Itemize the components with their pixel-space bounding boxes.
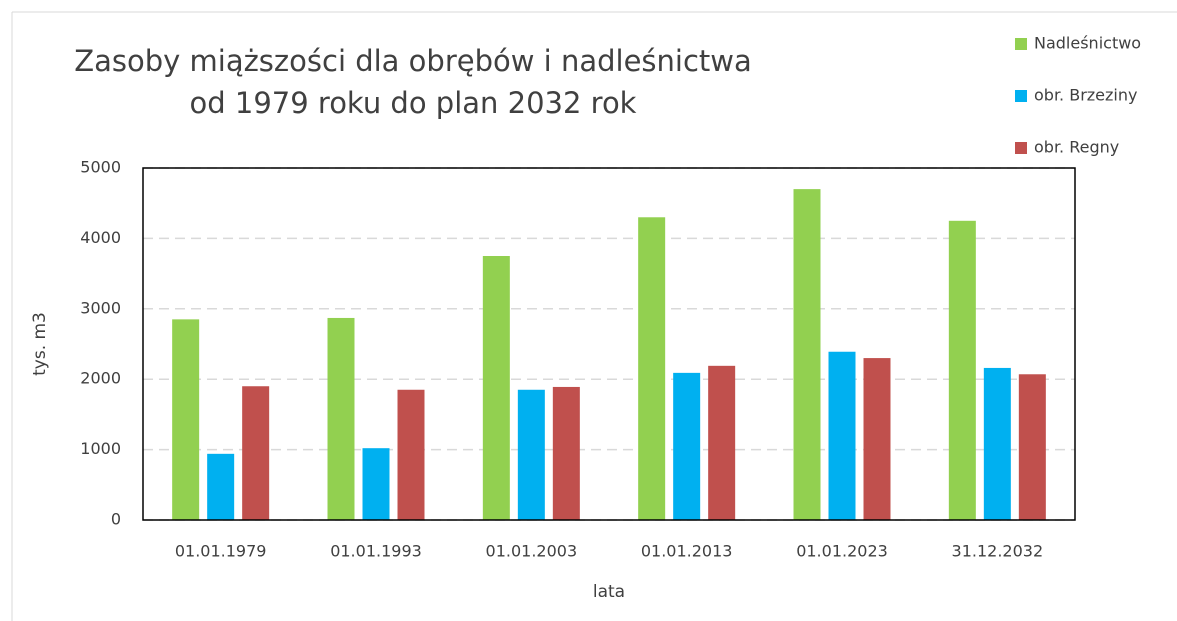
y-tick-label: 5000 [80,158,121,177]
y-tick-label: 2000 [80,369,121,388]
legend-label: obr. Brzeziny [1034,86,1137,105]
y-axis-label: tys. m3 [30,312,50,376]
bar [638,217,666,520]
legend-label: Nadleśnictwo [1034,34,1141,53]
bar [397,389,425,520]
bar [362,448,390,520]
legend-swatch [1015,38,1027,50]
bar [242,386,270,520]
y-tick-label: 0 [111,510,121,529]
x-tick-label: 01.01.1979 [175,542,267,561]
x-tick-label: 01.01.2003 [486,542,578,561]
bar [983,367,1011,520]
bar [172,319,200,520]
bar [673,372,701,520]
legend-label: obr. Regny [1034,138,1119,157]
bar [793,189,821,520]
y-tick-label: 1000 [80,439,121,458]
x-tick-label: 01.01.2013 [641,542,733,561]
bar [482,256,510,520]
bar [517,389,545,520]
y-tick-label: 4000 [80,228,121,247]
x-tick-label: 01.01.2023 [796,542,888,561]
x-tick-label: 01.01.1993 [330,542,422,561]
chart-title: od 1979 roku do plan 2032 rok [190,86,637,120]
bar [327,317,355,520]
bar [552,386,580,520]
plot-border [142,167,1076,521]
legend-swatch [1015,142,1027,154]
bar [708,365,736,520]
y-tick-label: 3000 [80,298,121,317]
x-axis-label: lata [593,582,625,602]
legend-swatch [1015,90,1027,102]
bar [948,220,976,521]
bar [207,453,235,520]
bar [828,351,856,520]
chart-title: Zasoby miąższości dla obrębów i nadleśni… [74,44,752,78]
bar [863,358,891,520]
bar [1018,374,1046,520]
x-tick-label: 31.12.2032 [952,542,1044,561]
